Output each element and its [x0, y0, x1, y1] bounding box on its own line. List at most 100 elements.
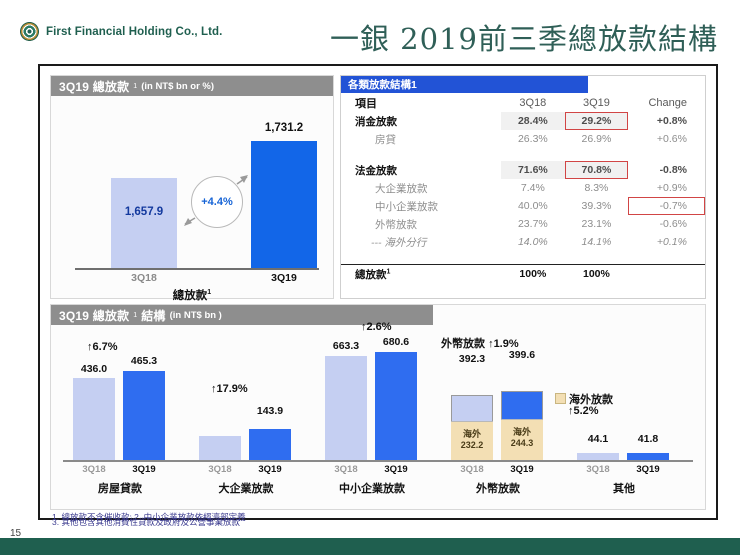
xlabel-3q19: 3Q19: [258, 464, 282, 475]
row-change: +0.9%: [656, 182, 687, 194]
xlabel-3q18: 3Q18: [208, 464, 232, 475]
bar-3q19-overseas-segment: 海外 244.3: [501, 419, 543, 460]
table-row: 房貸 26.3% 26.9% +0.6%: [341, 130, 705, 148]
row-q19: 26.9%: [581, 133, 612, 145]
footnote-line-2: 3. 其他包含其他消費性貸款及政府及公營事業放款: [52, 517, 240, 527]
total-label-sup: 1: [386, 268, 391, 275]
table-spacer: [341, 251, 705, 265]
value-3q19: 399.6: [508, 349, 536, 361]
row-q19: 14.1%: [581, 236, 612, 248]
total-change: [628, 264, 705, 283]
row-q18: 71.6%: [501, 161, 565, 179]
row-label: 法金放款: [355, 164, 397, 177]
panel-total-loans-header: 3Q19 總放款 1 (in NT$ bn or %): [51, 76, 333, 96]
xlabel-3q18: 3Q18: [586, 464, 610, 475]
col-item: 項目: [355, 97, 377, 110]
bar-3q18: [199, 436, 241, 460]
group-growth-label: ↑2.6%: [361, 321, 392, 333]
row-label: 中小企業放款: [375, 200, 438, 213]
total-loans-bar-3q19: [251, 141, 317, 268]
footnote-line-1: 1. 總放款不含催收款; 2. 中小企業放款依經濟部定義: [52, 512, 246, 522]
xlabel-3q19: 3Q19: [384, 464, 408, 475]
fx-group-note: 外幣放款 ↑1.9%: [441, 335, 519, 351]
bar-3q18: 海外 232.2: [451, 395, 493, 460]
fx-group-growth: ↑1.9%: [488, 338, 519, 350]
panel-loan-breakdown: 各類放款結構1 項目 3Q18 3Q19 Change 消金放款 28.4% 2…: [340, 75, 706, 299]
value-3q19: 41.8: [637, 433, 659, 445]
page-number: 15: [10, 528, 22, 539]
col-3q19: 3Q19: [582, 96, 610, 109]
row-label: 外幣放款: [375, 218, 417, 231]
bar-3q19: [375, 352, 417, 460]
panel-structure-title-sup: 1: [133, 311, 138, 319]
bar-3q18: [325, 356, 367, 460]
overseas-segment-value: 244.3: [510, 438, 534, 448]
col-3q18: 3Q18: [519, 96, 547, 109]
row-q19: 39.3%: [581, 200, 612, 212]
xlabel-3q19: 3Q19: [510, 464, 534, 475]
group-fx-loans: 外幣放款 ↑1.9% 392.3 399.6 海外 232.2 海外: [441, 325, 553, 509]
table-row: 消金放款 28.4% 29.2% +0.8%: [341, 112, 705, 130]
total-loans-caption-text: 總放款: [172, 290, 208, 302]
logo-mark-icon: [20, 22, 39, 41]
table-row: 法金放款 71.6% 70.8% -0.8%: [341, 161, 705, 179]
panel-loan-breakdown-header: 各類放款結構1: [341, 76, 588, 93]
row-q18: 14.0%: [517, 236, 548, 248]
xlabel-3q18: 3Q18: [460, 464, 484, 475]
total-loans-caption: 總放款1: [51, 287, 333, 303]
company-name: First Financial Holding Co., Ltd.: [46, 25, 223, 38]
loan-breakdown-table: 項目 3Q18 3Q19 Change 消金放款 28.4% 29.2% +0.…: [341, 93, 705, 283]
value-3q18: 436.0: [80, 363, 108, 375]
xlabel-3q18: 3Q18: [82, 464, 106, 475]
overseas-legend: 海外放款: [555, 391, 613, 407]
row-q19: 70.8%: [564, 161, 629, 179]
footer-bar: [0, 538, 740, 555]
panel-loan-structure-header: 3Q19 總放款 1 結構 (in NT$ bn ): [51, 305, 433, 325]
row-q19: 29.2%: [564, 112, 629, 130]
total-loans-xlabel-3q19: 3Q19: [271, 272, 297, 284]
total-q19: 100%: [564, 264, 629, 283]
total-label-text: 總放款: [355, 268, 387, 281]
group-large-corp-loans: ↑17.9% 122.0 143.9 3Q18 3Q19 大企業放款: [191, 325, 301, 509]
group-growth-label: ↑6.7%: [87, 341, 118, 353]
row-change: +0.1%: [656, 236, 687, 248]
row-label: --- 海外分行: [371, 236, 427, 249]
company-logo: First Financial Holding Co., Ltd.: [20, 22, 222, 41]
table-row: 中小企業放款 40.0% 39.3% -0.7%: [341, 197, 705, 215]
bar-3q19: [627, 453, 669, 460]
overseas-legend-swatch-icon: [555, 393, 566, 404]
bar-3q18-overseas-segment: 海外 232.2: [451, 421, 493, 460]
group-caption: 中小企業放款: [339, 483, 405, 495]
total-loans-value-3q18: 1,657.9: [124, 206, 164, 218]
overseas-legend-growth: ↑5.2%: [568, 405, 599, 417]
table-row: --- 海外分行 14.0% 14.1% +0.1%: [341, 233, 705, 251]
panel-structure-unit: (in NT$ bn ): [169, 309, 222, 321]
overseas-segment-name: 海外: [462, 429, 481, 439]
group-growth-label: ↑17.9%: [211, 383, 248, 395]
col-change: Change: [648, 96, 687, 109]
group-caption: 外幣放款: [476, 483, 520, 495]
row-q18: 26.3%: [517, 133, 548, 145]
loan-structure-axis: [63, 460, 693, 462]
group-caption: 其他: [613, 483, 635, 495]
row-change: +0.8%: [656, 115, 687, 127]
total-loans-value-3q19: 1,731.2: [264, 122, 304, 134]
row-q18: 28.4%: [501, 112, 565, 130]
row-q18: 40.0%: [517, 200, 548, 212]
total-loans-xlabel-3q18: 3Q18: [131, 272, 157, 284]
total-loans-axis: [75, 268, 319, 270]
value-3q19: 143.9: [256, 405, 284, 417]
row-label: 房貸: [375, 133, 396, 146]
group-housing-loans: ↑6.7% 436.0 465.3 3Q18 3Q19 房屋貸款: [65, 325, 175, 509]
row-change: +0.6%: [656, 133, 687, 145]
overseas-segment-value: 232.2: [460, 440, 484, 450]
total-q18: 100%: [501, 264, 565, 283]
panel-total-loans-unit: (in NT$ bn or %): [141, 80, 215, 92]
table-row: 外幣放款 23.7% 23.1% -0.6%: [341, 215, 705, 233]
group-caption: 大企業放款: [218, 483, 274, 495]
total-loans-chart: 1,657.9 1,731.2 +4.4% 3Q18 3Q19 總放款1: [51, 96, 333, 302]
bar-3q18: [577, 453, 619, 460]
content-frame: 3Q19 總放款 1 (in NT$ bn or %) 1,657.9 1,731…: [38, 64, 718, 520]
value-3q18: 392.3: [458, 353, 486, 365]
row-q19: 23.1%: [581, 218, 612, 230]
